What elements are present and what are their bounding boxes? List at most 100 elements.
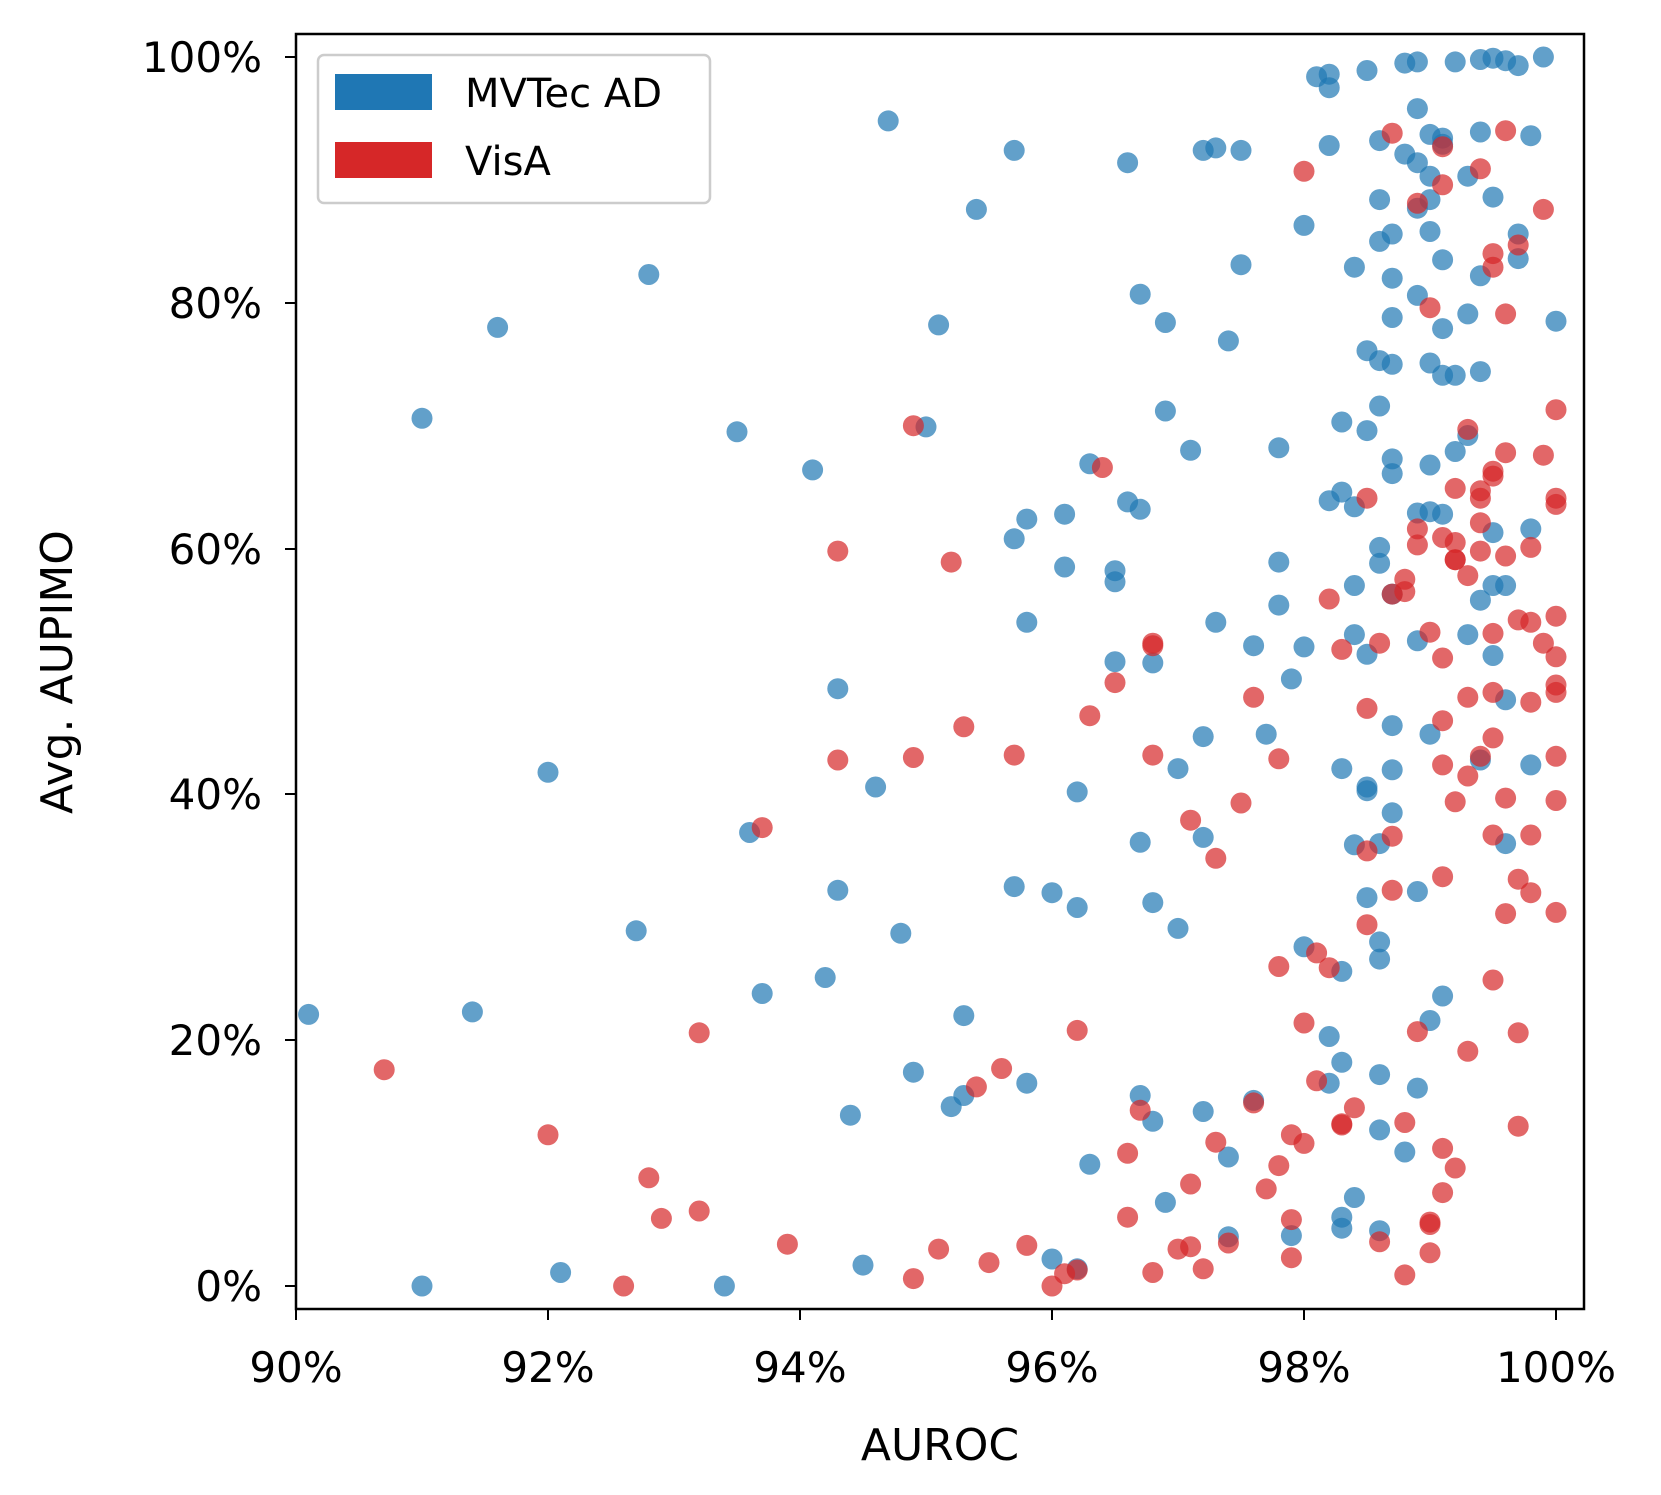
visa-point	[902, 747, 924, 768]
mvtec-point	[1520, 754, 1542, 776]
mvtec-point	[1041, 1248, 1063, 1270]
x-tick-label: 100%	[1496, 1343, 1616, 1392]
visa-point	[1444, 477, 1466, 499]
visa-point	[1495, 120, 1517, 142]
mvtec-point	[411, 407, 433, 429]
mvtec-point	[1318, 1026, 1340, 1047]
visa-point	[1545, 681, 1567, 703]
visa-point	[1369, 1231, 1391, 1253]
visa-point	[1545, 399, 1567, 421]
mvtec-point	[1381, 448, 1403, 470]
visa-point	[1532, 198, 1554, 220]
mvtec-point	[1343, 624, 1365, 646]
visa-point	[1545, 493, 1567, 515]
visa-point	[1331, 638, 1353, 660]
visa-point	[1306, 942, 1328, 964]
legend-swatch-mvtec	[335, 74, 432, 110]
visa-point	[1507, 1115, 1529, 1137]
visa-point	[1545, 790, 1567, 811]
visa-point	[1255, 1178, 1277, 1200]
visa-point	[1495, 545, 1517, 567]
mvtec-point	[625, 920, 647, 942]
mvtec-point	[1217, 330, 1239, 352]
mvtec-point	[751, 983, 773, 1004]
mvtec-point	[1356, 420, 1378, 442]
mvtec-point	[1520, 125, 1542, 147]
visa-point	[1356, 840, 1378, 862]
visa-point	[1306, 1070, 1328, 1092]
mvtec-point	[1066, 781, 1088, 803]
mvtec-point	[638, 264, 660, 285]
visa-point	[1520, 691, 1542, 713]
mvtec-point	[1444, 51, 1466, 73]
mvtec-point	[1406, 98, 1428, 120]
visa-point	[1520, 882, 1542, 904]
mvtec-point	[953, 1005, 975, 1027]
visa-point	[1293, 1012, 1315, 1034]
points-layer	[298, 46, 1567, 1297]
mvtec-point	[1129, 831, 1151, 853]
visa-point	[613, 1275, 635, 1297]
mvtec-point	[1381, 223, 1403, 245]
mvtec-point	[1180, 439, 1202, 461]
mvtec-point	[713, 1275, 735, 1297]
mvtec-point	[1369, 536, 1391, 558]
mvtec-point	[1205, 137, 1227, 159]
mvtec-point	[1079, 1153, 1101, 1175]
x-tick-label: 98%	[1257, 1343, 1350, 1392]
x-tick-label: 92%	[501, 1343, 594, 1392]
mvtec-point	[1331, 411, 1353, 433]
mvtec-point	[1255, 723, 1277, 745]
visa-point	[940, 551, 962, 573]
visa-point	[965, 1076, 987, 1098]
mvtec-point	[852, 1254, 874, 1276]
mvtec-point	[1406, 881, 1428, 902]
visa-point	[1457, 418, 1479, 440]
visa-point	[1268, 1155, 1290, 1177]
visa-point	[373, 1059, 395, 1081]
mvtec-point	[1432, 503, 1454, 525]
visa-point	[1381, 825, 1403, 847]
visa-point	[1469, 512, 1491, 534]
visa-point	[638, 1167, 660, 1189]
y-tick-label: 80%	[169, 279, 262, 328]
visa-point	[1117, 1142, 1139, 1164]
mvtec-point	[1016, 1072, 1038, 1094]
visa-point	[1280, 1209, 1302, 1231]
mvtec-point	[1444, 441, 1466, 462]
mvtec-point	[839, 1104, 861, 1126]
visa-point	[1142, 1262, 1164, 1283]
mvtec-point	[890, 922, 912, 944]
visa-point	[1482, 824, 1504, 846]
visa-point	[1432, 710, 1454, 732]
visa-point	[1079, 705, 1101, 727]
visa-point	[978, 1252, 1000, 1274]
visa-point	[1495, 303, 1517, 325]
visa-point	[1432, 174, 1454, 196]
mvtec-point	[1381, 307, 1403, 328]
mvtec-point	[1432, 249, 1454, 271]
visa-point	[1016, 1234, 1038, 1256]
x-tick-label: 96%	[1005, 1343, 1098, 1392]
visa-point	[1457, 1040, 1479, 1062]
visa-point	[1432, 647, 1454, 669]
visa-point	[1293, 160, 1315, 182]
mvtec-point	[1482, 186, 1504, 208]
mvtec-point	[1104, 571, 1126, 593]
mvtec-point	[1356, 780, 1378, 802]
mvtec-point	[1381, 715, 1403, 737]
visa-point	[1507, 234, 1529, 256]
visa-point	[1394, 581, 1416, 603]
visa-point	[1217, 1232, 1239, 1254]
visa-point	[1545, 901, 1567, 923]
visa-point	[1457, 686, 1479, 708]
mvtec-point	[1154, 312, 1176, 333]
visa-point	[1381, 122, 1403, 144]
mvtec-point	[1003, 876, 1025, 898]
visa-point	[1432, 136, 1454, 158]
mvtec-point	[1003, 139, 1025, 161]
visa-point	[1129, 1099, 1151, 1121]
mvtec-point	[1419, 723, 1441, 745]
mvtec-point	[1129, 1085, 1151, 1106]
visa-point	[688, 1022, 710, 1044]
